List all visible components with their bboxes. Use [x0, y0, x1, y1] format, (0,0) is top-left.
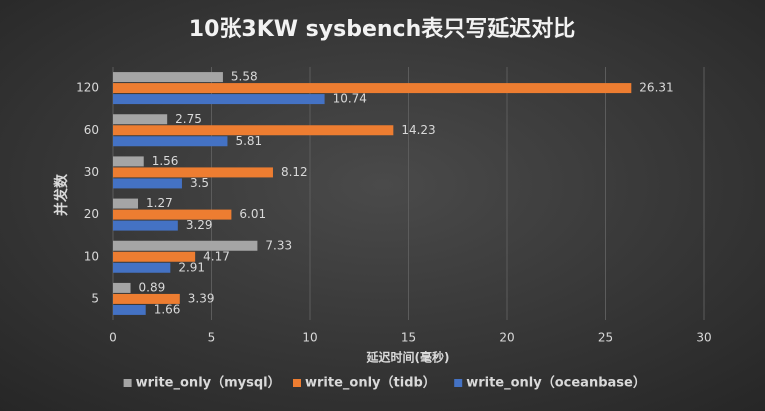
x-axis-label: 延迟时间(毫秒): [366, 350, 450, 365]
legend-swatch: [123, 379, 132, 387]
legend-swatch: [293, 379, 301, 387]
bar: [113, 293, 180, 304]
bar: [113, 240, 258, 251]
value-label: 14.23: [401, 123, 435, 137]
value-label: 10.74: [333, 92, 367, 106]
y-tick-label: 5: [91, 291, 99, 305]
bar: [113, 178, 182, 189]
y-tick-label: 10: [84, 249, 99, 263]
bar: [113, 167, 273, 178]
value-label: 1.27: [146, 196, 173, 210]
bar: [113, 94, 325, 105]
bar: [113, 72, 223, 83]
y-tick-label: 20: [84, 207, 99, 221]
x-tick-label: 15: [401, 331, 416, 345]
bar: [113, 136, 228, 147]
bar: [113, 220, 178, 231]
value-label: 2.91: [178, 260, 205, 274]
chart-title: 10张3KW sysbench表只写延迟对比: [189, 17, 575, 42]
y-tick-label: 120: [76, 81, 99, 95]
x-tick-label: 0: [109, 331, 117, 345]
bar: [113, 114, 168, 125]
value-label: 2.75: [175, 112, 202, 126]
value-label: 5.58: [231, 70, 258, 84]
bar: [113, 83, 632, 94]
bar: [113, 262, 171, 273]
bar: [113, 125, 394, 136]
value-label: 3.29: [186, 218, 213, 232]
value-label: 0.89: [139, 280, 166, 294]
value-label: 1.66: [154, 302, 181, 316]
x-tick-label: 10: [302, 331, 317, 345]
bar: [113, 209, 232, 220]
bar: [113, 304, 146, 315]
value-label: 26.31: [639, 81, 673, 95]
value-label: 4.17: [203, 249, 230, 263]
x-tick-label: 30: [696, 331, 711, 345]
value-label: 6.01: [239, 207, 266, 221]
x-tick-label: 20: [499, 331, 514, 345]
bar: [113, 282, 131, 293]
value-label: 3.5: [190, 176, 209, 190]
bar: [113, 156, 144, 167]
value-label: 3.39: [188, 291, 215, 305]
legend-label: write_only（tidb）: [305, 375, 436, 391]
value-label: 7.33: [265, 238, 292, 252]
x-tick-label: 5: [208, 331, 216, 345]
value-label: 5.81: [235, 134, 262, 148]
value-label: 1.56: [152, 154, 179, 168]
y-axis-label: 并发数: [53, 173, 70, 216]
bar: [113, 198, 139, 209]
value-label: 8.12: [281, 165, 308, 179]
y-tick-label: 60: [84, 123, 99, 137]
bar: [113, 251, 196, 262]
y-tick-label: 30: [84, 165, 99, 179]
legend-label: write_only（oceanbase）: [466, 375, 646, 391]
legend-swatch: [454, 379, 463, 387]
legend-label: write_only（mysql）: [136, 375, 281, 391]
x-tick-label: 25: [598, 331, 613, 345]
